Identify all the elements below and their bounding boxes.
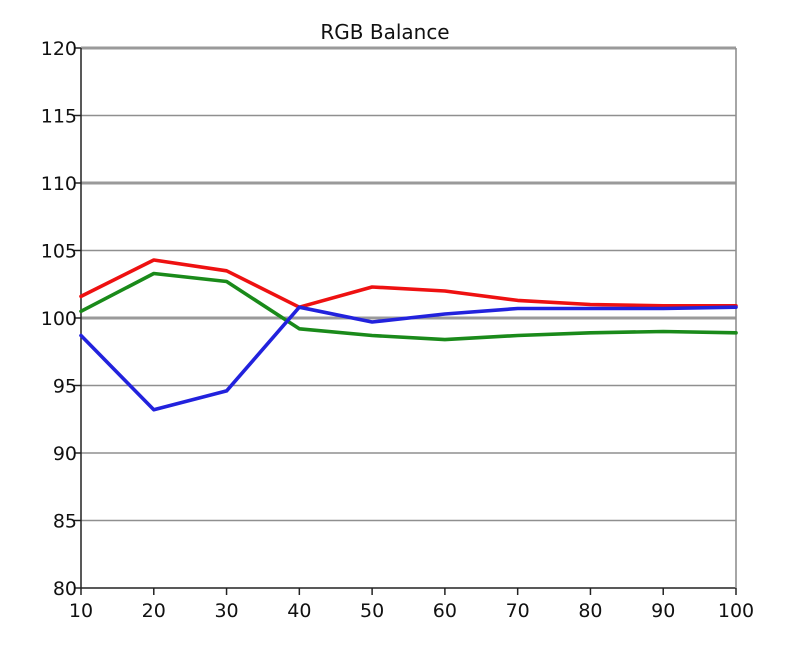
x-tick-label: 70	[506, 600, 530, 622]
x-tick-label: 90	[651, 600, 675, 622]
y-tick-label: 95	[53, 376, 77, 398]
x-tick-label: 20	[142, 600, 166, 622]
x-tick-label: 10	[69, 600, 93, 622]
x-tick-label: 40	[287, 600, 311, 622]
gridlines	[81, 46, 736, 522]
y-tick-label: 115	[41, 106, 77, 128]
blue-series-line	[79, 305, 738, 412]
y-axis-ticks: 80 85 90 95 100 105 110 115 120	[41, 38, 81, 600]
chart-title: RGB Balance	[320, 20, 449, 44]
y-tick-label: 80	[53, 578, 77, 600]
series-lines	[79, 258, 738, 412]
x-tick-label: 30	[214, 600, 238, 622]
x-tick-label: 100	[718, 600, 754, 622]
y-tick-label: 90	[53, 443, 77, 465]
green-series-line	[79, 271, 738, 342]
x-tick-label: 80	[578, 600, 602, 622]
y-tick-label: 85	[53, 511, 77, 533]
x-axis-ticks: 10 20 30 40 50 60 70 80 90 100	[69, 588, 754, 622]
x-tick-label: 50	[360, 600, 384, 622]
x-tick-label: 60	[433, 600, 457, 622]
y-tick-label: 110	[41, 173, 77, 195]
y-tick-label: 120	[41, 38, 77, 60]
red-series-line	[79, 258, 738, 310]
y-tick-label: 100	[41, 308, 77, 330]
y-tick-label: 105	[41, 241, 77, 263]
